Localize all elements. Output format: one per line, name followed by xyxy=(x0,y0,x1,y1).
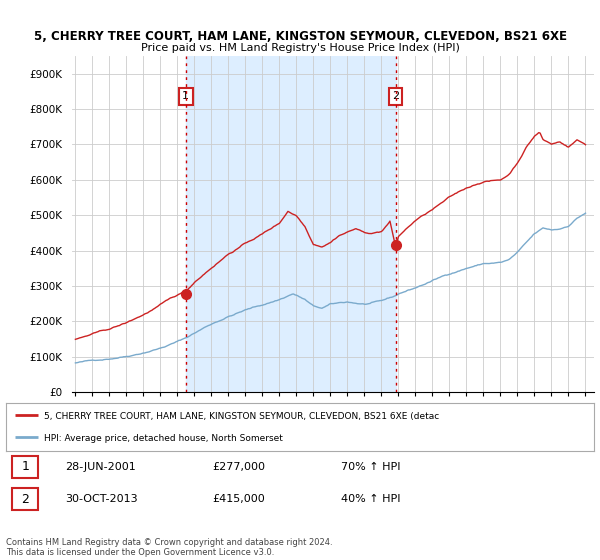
Text: HPI: Average price, detached house, North Somerset: HPI: Average price, detached house, Nort… xyxy=(44,435,283,444)
FancyBboxPatch shape xyxy=(12,456,38,478)
Bar xyxy=(186,56,395,392)
FancyBboxPatch shape xyxy=(12,488,38,510)
Text: Contains HM Land Registry data © Crown copyright and database right 2024.
This d: Contains HM Land Registry data © Crown c… xyxy=(6,538,332,557)
Text: 30-OCT-2013: 30-OCT-2013 xyxy=(65,494,137,504)
Text: 40% ↑ HPI: 40% ↑ HPI xyxy=(341,494,401,504)
Text: £415,000: £415,000 xyxy=(212,494,265,504)
Text: Price paid vs. HM Land Registry's House Price Index (HPI): Price paid vs. HM Land Registry's House … xyxy=(140,43,460,53)
Text: 2: 2 xyxy=(392,91,399,101)
Text: 28-JUN-2001: 28-JUN-2001 xyxy=(65,462,136,472)
Text: 5, CHERRY TREE COURT, HAM LANE, KINGSTON SEYMOUR, CLEVEDON, BS21 6XE (detac: 5, CHERRY TREE COURT, HAM LANE, KINGSTON… xyxy=(44,412,439,421)
Text: 5, CHERRY TREE COURT, HAM LANE, KINGSTON SEYMOUR, CLEVEDON, BS21 6XE: 5, CHERRY TREE COURT, HAM LANE, KINGSTON… xyxy=(34,30,566,43)
Text: £277,000: £277,000 xyxy=(212,462,265,472)
Text: 70% ↑ HPI: 70% ↑ HPI xyxy=(341,462,401,472)
Text: 1: 1 xyxy=(182,91,189,101)
Text: 1: 1 xyxy=(21,460,29,473)
Text: 2: 2 xyxy=(21,493,29,506)
